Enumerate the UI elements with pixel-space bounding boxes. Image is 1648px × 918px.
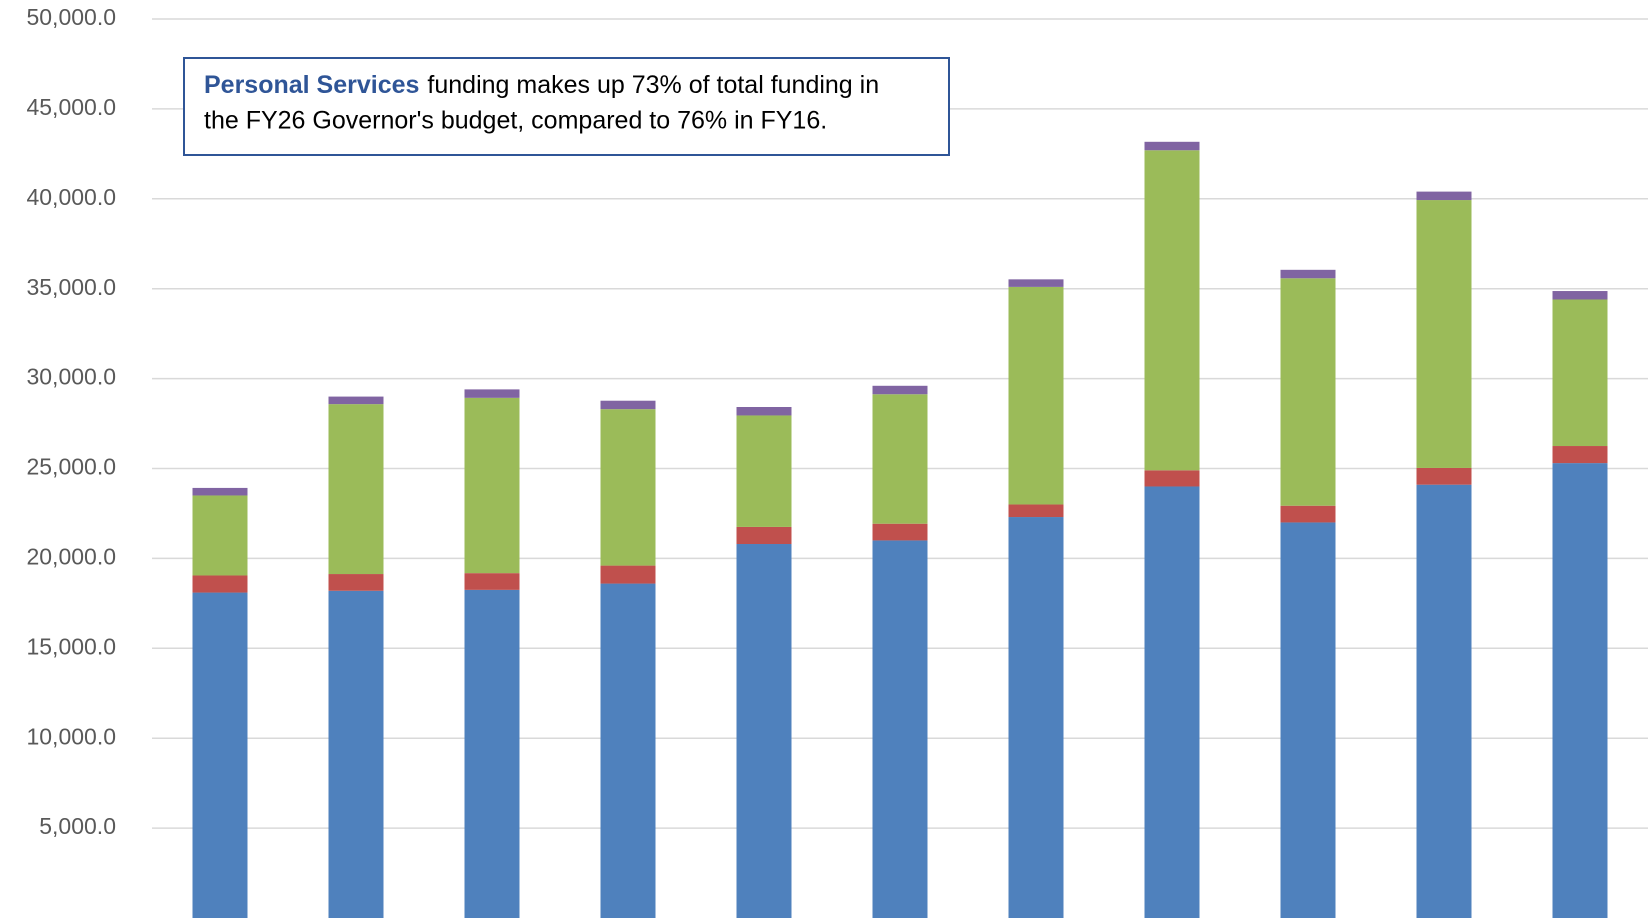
bar-segment <box>736 415 792 527</box>
y-tick-label: 20,000.0 <box>26 543 116 569</box>
bar-segment <box>1144 150 1200 471</box>
y-tick-label: 50,000.0 <box>26 4 116 30</box>
bar-segment <box>464 389 520 398</box>
bar-segment <box>1008 286 1064 505</box>
y-tick-label: 10,000.0 <box>26 723 116 749</box>
bar-segment <box>192 487 248 496</box>
annotation-highlight: Personal Services <box>204 71 419 99</box>
bar-segment <box>736 526 792 545</box>
bar-segment <box>192 495 248 576</box>
bar-segment <box>1280 278 1336 506</box>
bar-segment <box>192 575 248 593</box>
bar-segment <box>736 544 792 918</box>
bar-segment <box>1008 517 1064 918</box>
bar-segment <box>328 396 384 405</box>
bar-segment <box>872 394 928 524</box>
bar-segment <box>328 574 384 591</box>
y-tick-label: 5,000.0 <box>39 813 116 839</box>
bar-segment <box>1416 200 1472 468</box>
bar-segment <box>1552 291 1608 300</box>
bar-segment <box>1280 269 1336 279</box>
bar-segment <box>1416 484 1472 918</box>
y-tick-label: 25,000.0 <box>26 454 116 480</box>
annotation-line: Personal Services funding makes up 73% of… <box>204 71 879 99</box>
bar-segment <box>600 565 656 584</box>
bar-segment <box>328 590 384 918</box>
y-tick-label: 15,000.0 <box>26 633 116 659</box>
bar-segment <box>1552 446 1608 464</box>
annotation-box <box>183 57 950 156</box>
bar-segment <box>192 592 248 918</box>
bar-segment <box>1552 463 1608 918</box>
bar-segment <box>1144 141 1200 151</box>
bar-segment <box>1008 504 1064 518</box>
bar-segment <box>600 400 656 410</box>
y-tick-label: 45,000.0 <box>26 94 116 120</box>
bar-segment <box>600 583 656 918</box>
bar-segment <box>1552 299 1608 447</box>
plot-area: 5,000.0 10,000.0 15,000.0 20,000.0 25,000.0 3… <box>26 4 1648 918</box>
annotation-text: funding makes up 73% of total funding in <box>427 71 879 99</box>
bar-segment <box>1144 470 1200 487</box>
bar-segment <box>736 407 792 416</box>
bar-segment <box>600 409 656 566</box>
bar-segment <box>1280 522 1336 918</box>
bar-segment <box>1416 467 1472 485</box>
annotation-text: the FY26 Governor's budget, compared to … <box>204 107 827 135</box>
bar-segment <box>872 540 928 918</box>
y-tick-label: 35,000.0 <box>26 274 116 300</box>
y-tick-label: 40,000.0 <box>26 184 116 210</box>
bar-segment <box>464 589 520 918</box>
bar-segment <box>1144 486 1200 918</box>
bar-segment <box>464 573 520 590</box>
bar-segment <box>1280 505 1336 523</box>
bar-segment <box>328 404 384 575</box>
bar-segment <box>1416 191 1472 201</box>
bar-segment <box>1008 279 1064 287</box>
bar-segment <box>464 397 520 574</box>
y-tick-label: 30,000.0 <box>26 364 116 390</box>
bar-segment <box>872 385 928 395</box>
bar-segment <box>872 523 928 541</box>
